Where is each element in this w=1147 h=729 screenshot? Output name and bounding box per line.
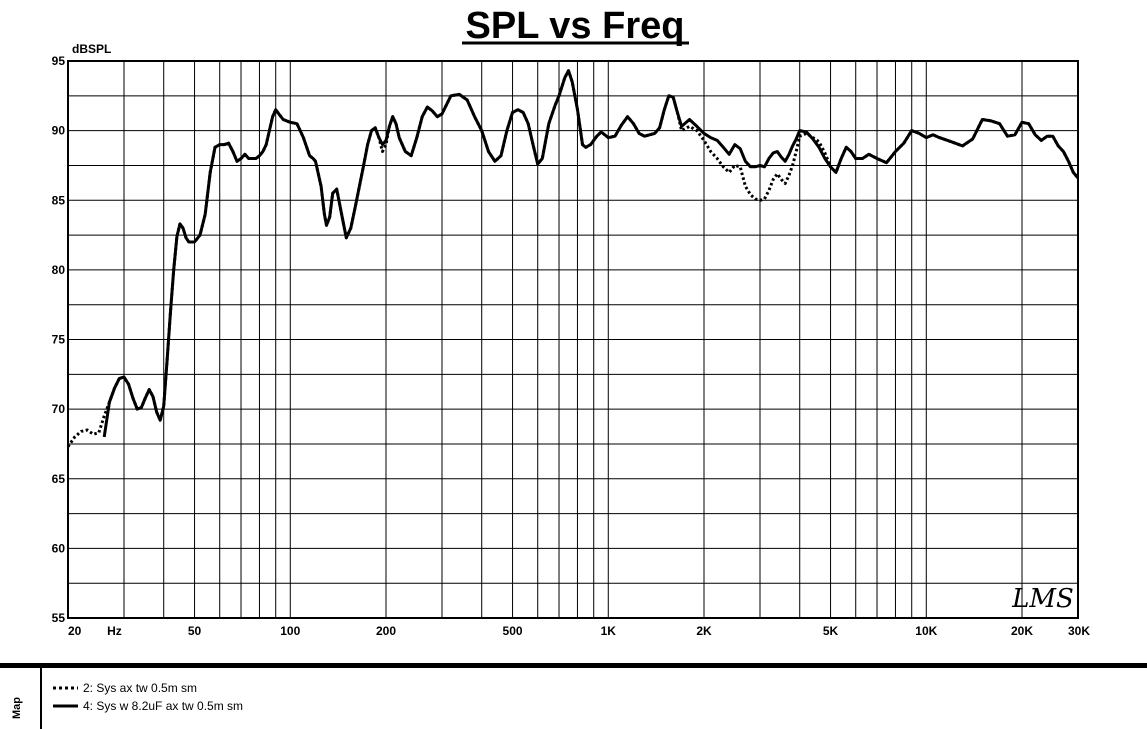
x-tick-label: 20K (1011, 624, 1033, 638)
x-tick-label: 100 (280, 624, 300, 638)
plot-frame (67, 60, 1079, 619)
horizontal-grid (68, 95, 1078, 584)
y-tick-label: 95 (52, 54, 66, 68)
y-tick-label: 75 (52, 333, 66, 347)
x-tick-label: 2K (696, 624, 712, 638)
series-line-2 (102, 69, 1080, 438)
x-tick-label: 200 (376, 624, 396, 638)
y-tick-label: 85 (52, 193, 66, 207)
x-tick-label: 30K (1068, 624, 1090, 638)
y-tick-label: 70 (52, 402, 66, 416)
legend-separator (0, 663, 1147, 668)
x-tick-label: 10K (915, 624, 937, 638)
x-tick-label: 20 (68, 624, 82, 638)
x-tick-label: 5K (823, 624, 839, 638)
y-tick-labels: 55 60 65 70 75 80 85 90 95 (52, 54, 66, 625)
y-tick-label: 90 (52, 124, 66, 138)
x-tick-label: 50 (188, 624, 202, 638)
legend-label-2: 4: Sys w 8.2uF ax tw 0.5m sm (83, 699, 243, 713)
x-tick-label: Hz (107, 624, 122, 638)
legend: 2: Sys ax tw 0.5m sm 4: Sys w 8.2uF ax tw… (53, 681, 243, 713)
chart-title: SPL vs Freq (466, 5, 685, 47)
x-tick-labels: 20 Hz 50 100 200 500 1K 2K 5K 10K 20K 30K (68, 624, 1090, 638)
map-label: Map (11, 697, 23, 719)
legend-label-1: 2: Sys ax tw 0.5m sm (83, 681, 197, 695)
y-tick-label: 65 (52, 472, 66, 486)
lms-signature: LMS (1011, 584, 1074, 614)
y-axis-unit-label: dBSPL (72, 42, 111, 56)
series-layer (66, 69, 1080, 448)
y-tick-label: 80 (52, 263, 66, 277)
x-tick-label: 1K (601, 624, 617, 638)
y-tick-label: 60 (52, 541, 66, 555)
x-tick-label: 500 (503, 624, 523, 638)
y-tick-label: 55 (52, 611, 66, 625)
